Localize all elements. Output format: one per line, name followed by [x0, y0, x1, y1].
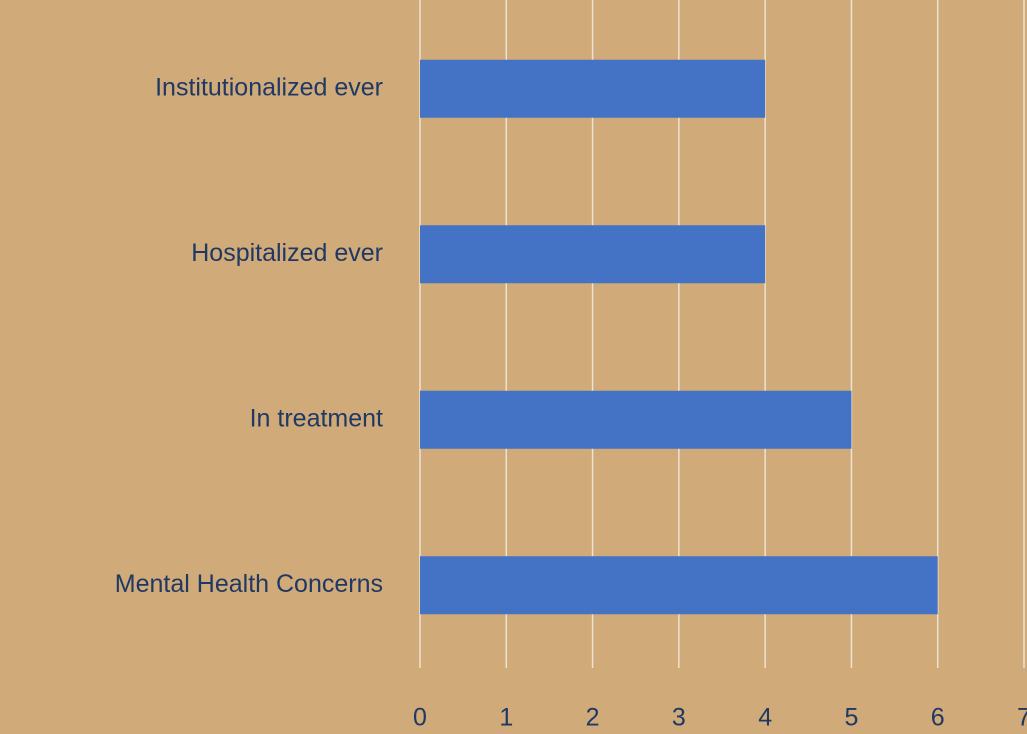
x-tick-label: 6 [931, 704, 945, 732]
x-tick-label: 1 [499, 704, 513, 732]
y-tick-label: Mental Health Concerns [115, 570, 383, 598]
bar [420, 556, 938, 615]
x-tick-label: 5 [844, 704, 858, 732]
bar [420, 225, 766, 284]
x-tick-label: 3 [672, 704, 686, 732]
y-tick-label: In treatment [250, 404, 383, 432]
y-tick-label: Institutionalized ever [155, 73, 383, 101]
bar [420, 390, 852, 449]
x-tick-label: 4 [758, 704, 772, 732]
bar [420, 59, 766, 118]
y-tick-label: Hospitalized ever [191, 239, 383, 267]
x-tick-label: 7 [1017, 704, 1027, 732]
x-tick-label: 0 [413, 704, 427, 732]
x-tick-label: 2 [586, 704, 600, 732]
